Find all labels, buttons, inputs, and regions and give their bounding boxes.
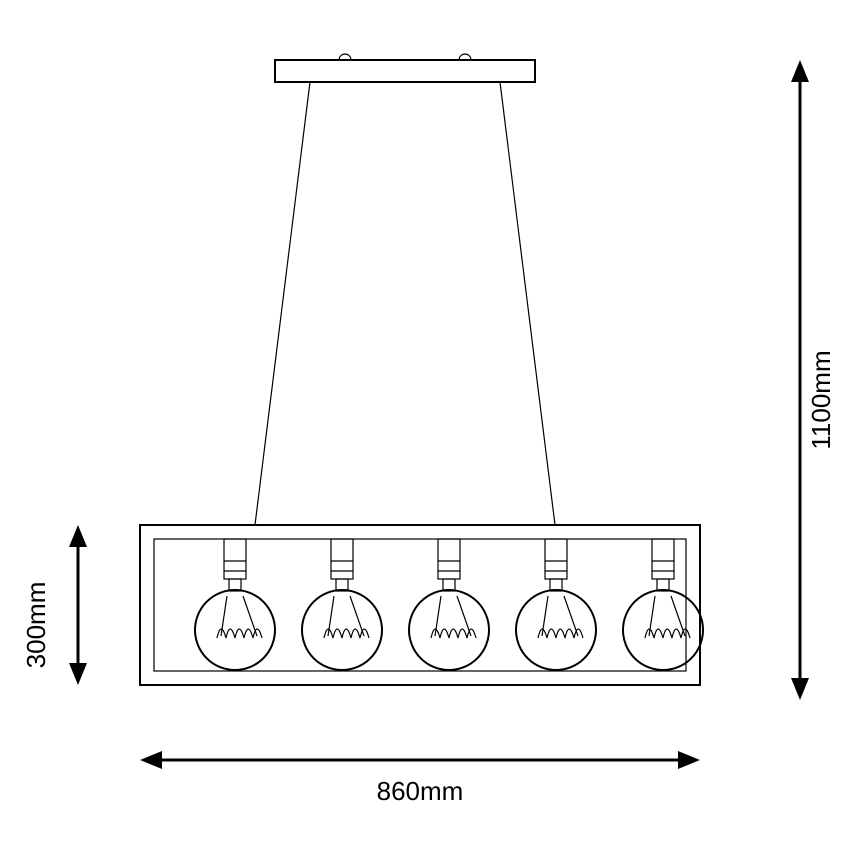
- pendant-lamp-dimension-diagram: 1100mm 860mm 300mm: [0, 0, 868, 868]
- dimension-label: 860mm: [377, 776, 464, 806]
- dimension-total-width: 860mm: [140, 751, 700, 806]
- dimension-frame-height: 300mm: [21, 525, 87, 685]
- suspension-cable-right: [500, 82, 555, 525]
- bulb-3: [409, 539, 489, 670]
- bulb-5: [623, 539, 703, 670]
- dimension-total-height: 1100mm: [791, 60, 836, 700]
- bulb-2: [302, 539, 382, 670]
- bulb-row: [195, 539, 703, 670]
- bulb-4: [516, 539, 596, 670]
- dimension-label: 300mm: [21, 582, 51, 669]
- ceiling-mount: [275, 54, 535, 82]
- bulb-1: [195, 539, 275, 670]
- suspension-cable-left: [255, 82, 310, 525]
- dimension-label: 1100mm: [806, 350, 836, 449]
